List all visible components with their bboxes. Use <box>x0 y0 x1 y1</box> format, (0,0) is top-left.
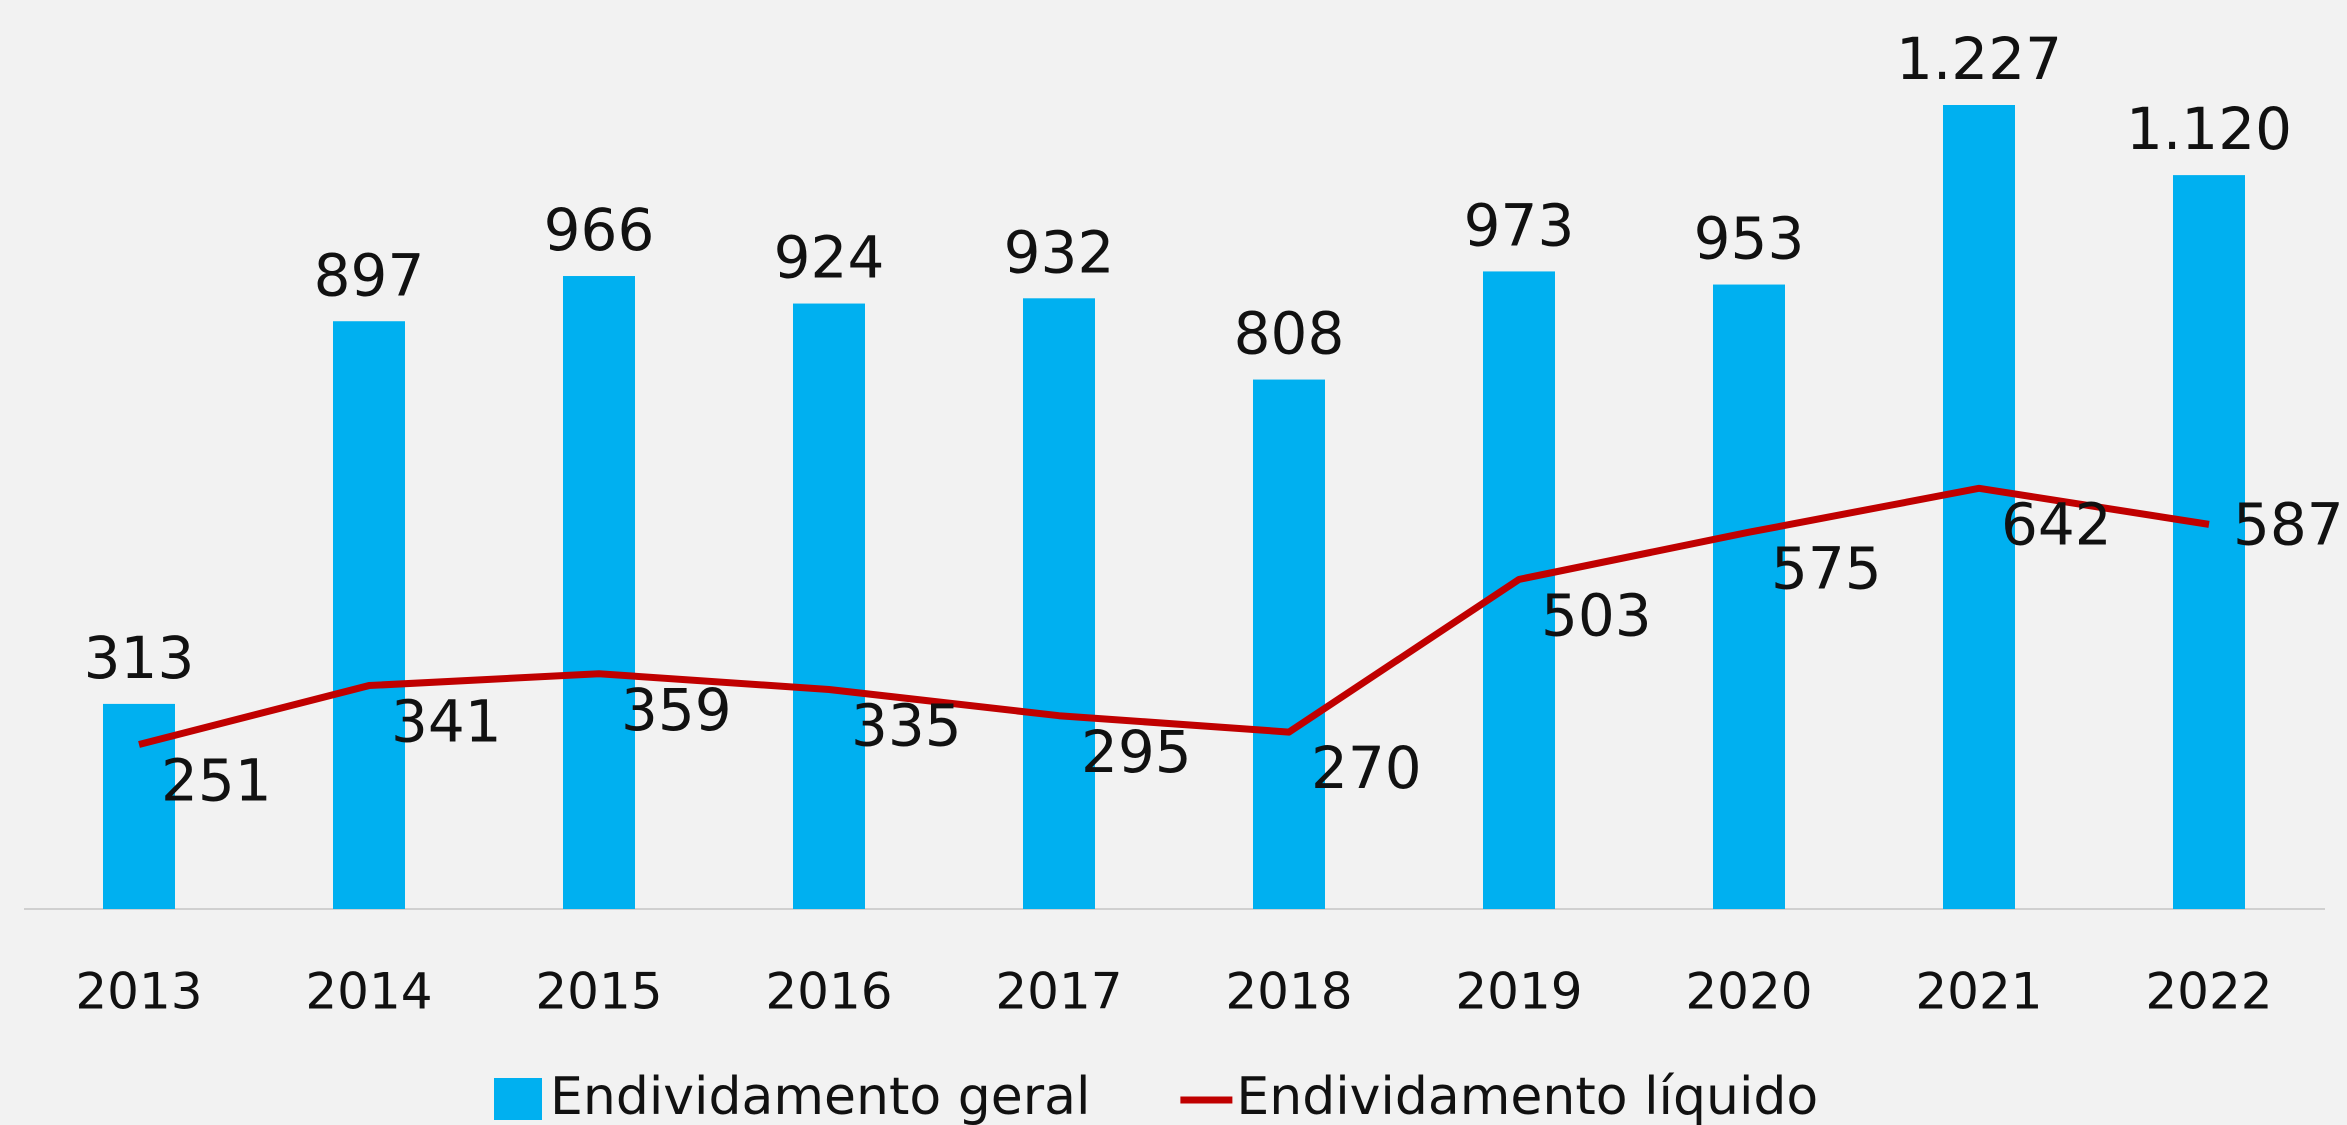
x-tick-label: 2022 <box>2145 963 2272 1021</box>
x-tick-label: 2013 <box>75 963 202 1021</box>
line-value-label: 503 <box>1541 582 1652 650</box>
line-value-label: 587 <box>2233 490 2344 558</box>
legend-label: Endividamento geral <box>550 1067 1090 1125</box>
bar <box>1943 105 2015 909</box>
legend-swatch <box>494 1078 542 1120</box>
bar-value-label: 1.227 <box>1896 25 2062 93</box>
line-value-label: 295 <box>1081 718 1192 786</box>
legend-label: Endividamento líquido <box>1236 1067 1818 1125</box>
bar <box>2173 175 2245 909</box>
x-tick-label: 2016 <box>765 963 892 1021</box>
line-value-label: 359 <box>621 676 732 744</box>
x-tick-label: 2019 <box>1455 963 1582 1021</box>
line-value-label: 335 <box>851 692 962 760</box>
bar <box>793 303 865 909</box>
bar <box>333 321 405 909</box>
bar-value-label: 924 <box>774 224 885 292</box>
bar <box>1023 298 1095 909</box>
x-tick-label: 2020 <box>1685 963 1812 1021</box>
x-tick-label: 2021 <box>1915 963 2042 1021</box>
x-tick-label: 2015 <box>535 963 662 1021</box>
bar-value-label: 973 <box>1464 192 1575 260</box>
line-value-label: 270 <box>1311 734 1422 802</box>
line-value-label: 642 <box>2001 490 2112 558</box>
bar-value-label: 932 <box>1004 218 1115 286</box>
bar-value-label: 313 <box>84 624 195 692</box>
bar-value-label: 966 <box>544 196 655 264</box>
bar <box>1713 284 1785 909</box>
bar <box>1253 379 1325 909</box>
x-tick-label: 2018 <box>1225 963 1352 1021</box>
line-value-label: 575 <box>1771 534 1882 602</box>
bar-value-label: 897 <box>314 241 425 309</box>
bar-value-label: 1.120 <box>2126 95 2292 163</box>
bar <box>563 276 635 910</box>
x-tick-label: 2014 <box>305 963 432 1021</box>
line-value-label: 341 <box>391 688 502 756</box>
bar-value-label: 808 <box>1234 300 1345 368</box>
line-value-label: 251 <box>161 747 272 815</box>
x-tick-label: 2017 <box>995 963 1122 1021</box>
bar <box>1483 271 1555 910</box>
bar-value-label: 953 <box>1694 205 1805 273</box>
line <box>138 484 2210 748</box>
